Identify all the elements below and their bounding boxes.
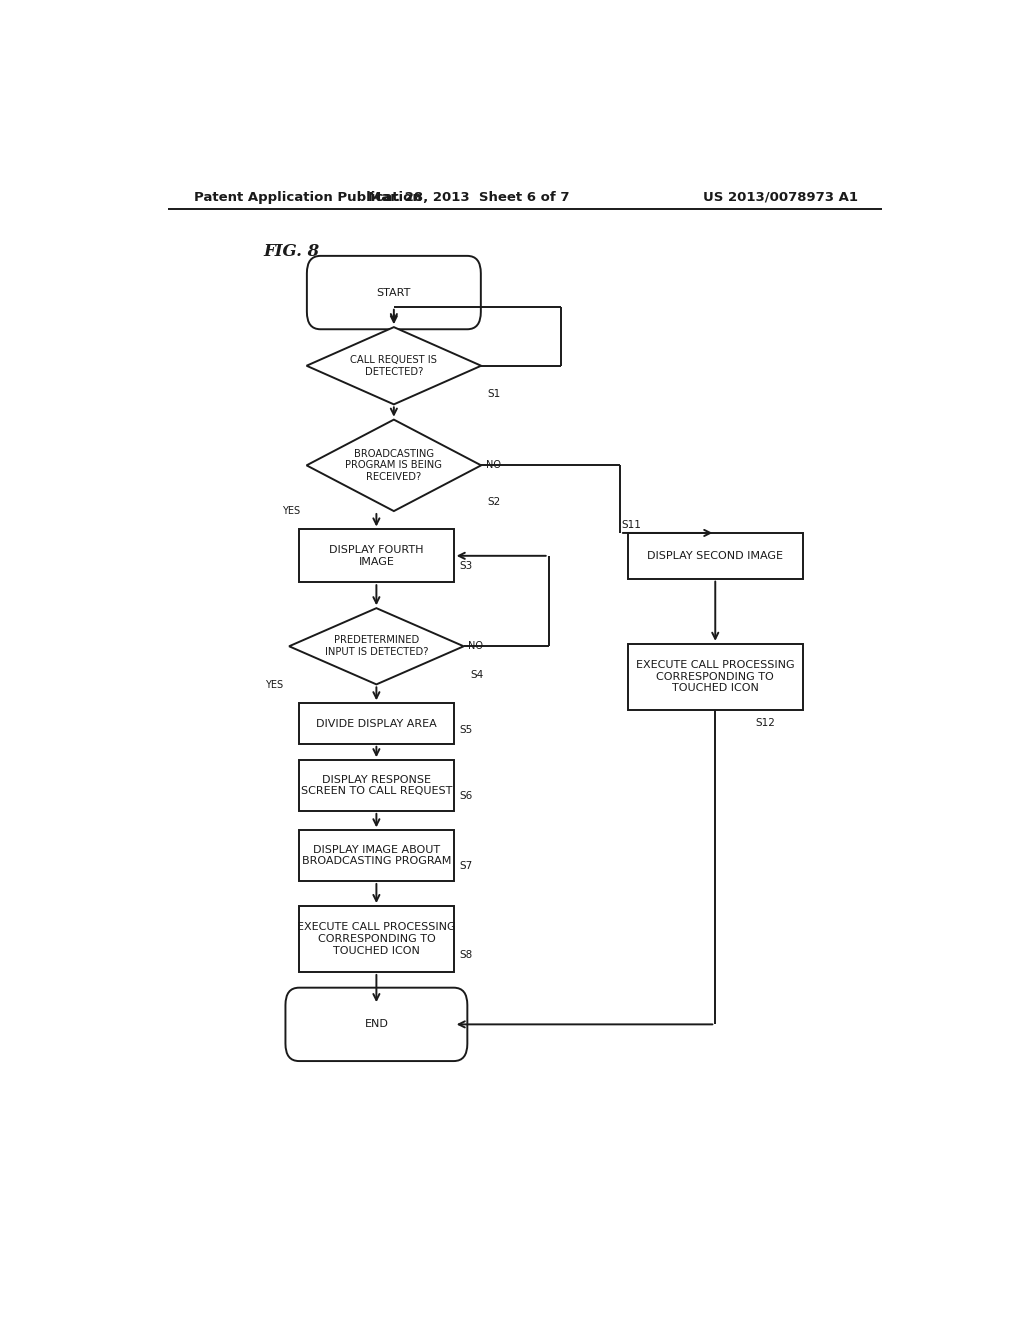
FancyBboxPatch shape — [286, 987, 467, 1061]
Text: S1: S1 — [487, 389, 501, 399]
Bar — [299, 704, 454, 744]
Text: PREDETERMINED
INPUT IS DETECTED?: PREDETERMINED INPUT IS DETECTED? — [325, 635, 428, 657]
Text: NO: NO — [486, 461, 501, 470]
Text: YES: YES — [282, 506, 300, 516]
Text: START: START — [377, 288, 411, 297]
Bar — [299, 906, 454, 972]
Text: S5: S5 — [460, 725, 473, 735]
Polygon shape — [306, 327, 481, 404]
Text: DISPLAY IMAGE ABOUT
BROADCASTING PROGRAM: DISPLAY IMAGE ABOUT BROADCASTING PROGRAM — [302, 845, 452, 866]
Bar — [299, 529, 454, 582]
Text: Patent Application Publication: Patent Application Publication — [194, 190, 422, 203]
Text: S7: S7 — [460, 861, 473, 871]
Bar — [628, 644, 803, 710]
Text: S6: S6 — [460, 791, 473, 801]
Text: S2: S2 — [487, 496, 501, 507]
Text: S3: S3 — [460, 561, 473, 572]
Text: CALL REQUEST IS
DETECTED?: CALL REQUEST IS DETECTED? — [350, 355, 437, 376]
Text: US 2013/0078973 A1: US 2013/0078973 A1 — [703, 190, 858, 203]
Text: S8: S8 — [460, 950, 473, 960]
Text: NO: NO — [468, 642, 483, 651]
Text: DISPLAY SECOND IMAGE: DISPLAY SECOND IMAGE — [647, 550, 783, 561]
Bar — [628, 533, 803, 578]
Bar — [299, 760, 454, 810]
FancyBboxPatch shape — [307, 256, 481, 329]
Text: Mar. 28, 2013  Sheet 6 of 7: Mar. 28, 2013 Sheet 6 of 7 — [369, 190, 570, 203]
Text: EXECUTE CALL PROCESSING
CORRESPONDING TO
TOUCHED ICON: EXECUTE CALL PROCESSING CORRESPONDING TO… — [297, 923, 456, 956]
Text: S4: S4 — [470, 669, 483, 680]
Polygon shape — [306, 420, 481, 511]
Text: S11: S11 — [622, 520, 641, 531]
Bar — [299, 830, 454, 880]
Text: S12: S12 — [755, 718, 775, 727]
Text: FIG. 8: FIG. 8 — [263, 243, 319, 260]
Text: BROADCASTING
PROGRAM IS BEING
RECEIVED?: BROADCASTING PROGRAM IS BEING RECEIVED? — [345, 449, 442, 482]
Polygon shape — [289, 609, 464, 684]
Text: DISPLAY RESPONSE
SCREEN TO CALL REQUEST: DISPLAY RESPONSE SCREEN TO CALL REQUEST — [301, 775, 452, 796]
Text: DISPLAY FOURTH
IMAGE: DISPLAY FOURTH IMAGE — [329, 545, 424, 566]
Text: EXECUTE CALL PROCESSING
CORRESPONDING TO
TOUCHED ICON: EXECUTE CALL PROCESSING CORRESPONDING TO… — [636, 660, 795, 693]
Text: END: END — [365, 1019, 388, 1030]
Text: DIVIDE DISPLAY AREA: DIVIDE DISPLAY AREA — [316, 718, 437, 729]
Text: YES: YES — [264, 680, 283, 690]
